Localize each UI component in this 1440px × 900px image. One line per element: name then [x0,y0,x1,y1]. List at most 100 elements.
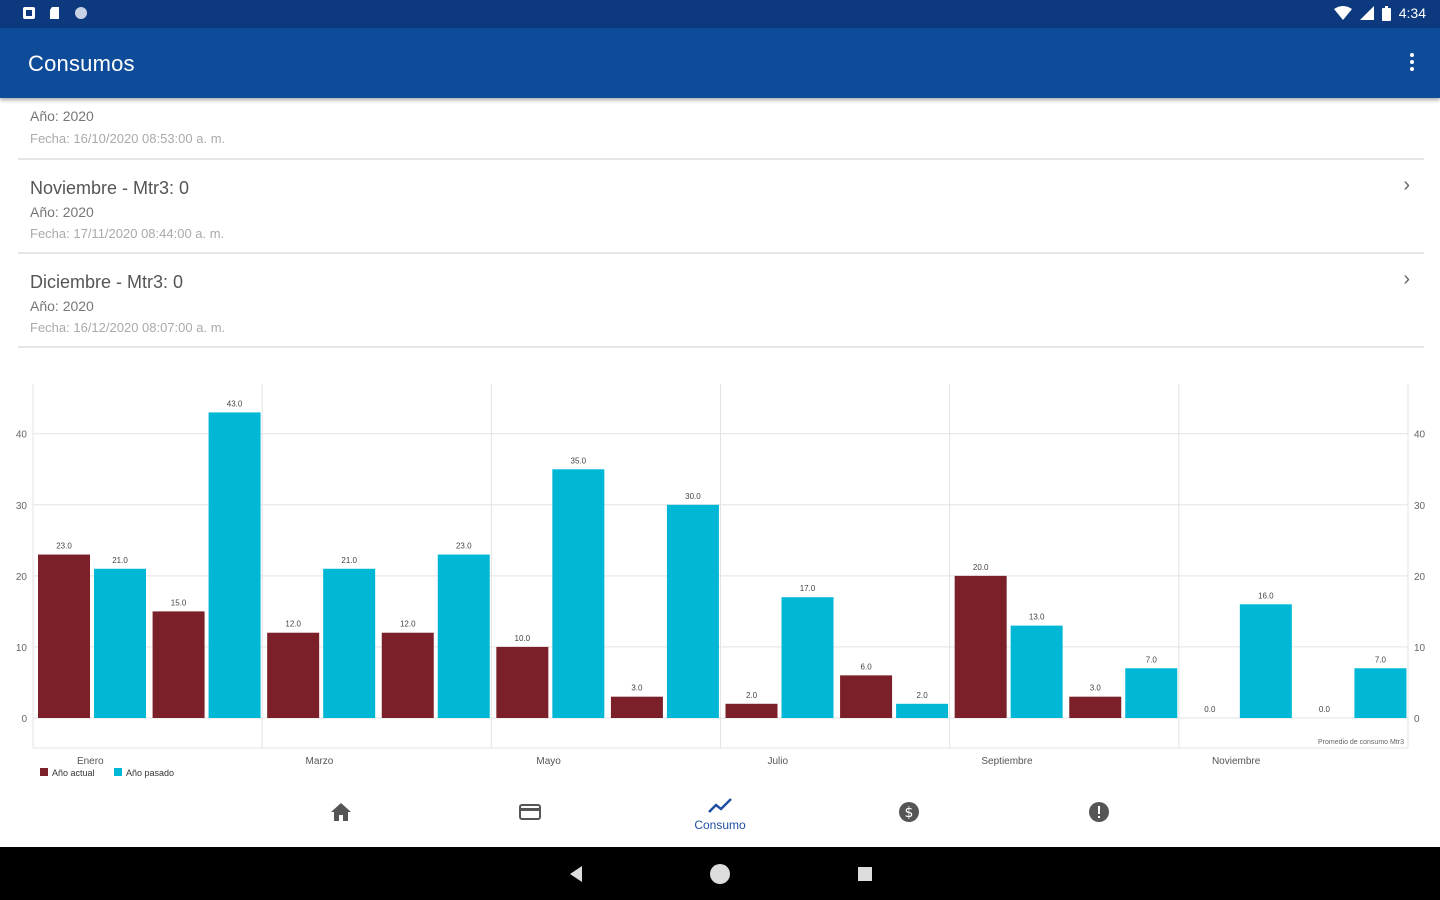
data-label: 13.0 [1029,613,1045,622]
bar-current-year [725,703,778,718]
chart-annotation: Promedio de consumo Mtr3 [1318,739,1404,746]
consumption-chart: 0 0 10 10 20 20 30 30 40 40 23.0 21.0 15.0 43.0 12.0 21… [0,370,1440,790]
x-tick-label: Septiembre [981,756,1033,767]
list-item-year: Año: 2020 [30,108,94,124]
legend-swatch [40,768,48,776]
bar-previous-year [1010,625,1063,718]
home-button-icon[interactable] [707,861,733,887]
sd-card-icon [50,7,59,19]
y-tick-label-right: 20 [1414,572,1426,583]
page-title: Consumos [28,51,135,76]
x-tick-label: Enero [77,756,104,767]
bar-current-year [267,632,320,718]
bar-chart: 0 0 10 10 20 20 30 30 40 40 23.0 21.0 15.0 43.0 12.0 21… [16,384,1426,778]
y-tick-label-right: 30 [1414,501,1426,512]
x-tick-label: Julio [768,756,789,767]
recents-icon[interactable] [852,861,878,887]
trending-up-icon [708,798,732,813]
x-tick-label: Marzo [306,756,334,767]
bar-current-year [840,675,893,718]
dollar-coin-icon: $ [899,802,919,822]
bar-current-year [496,646,549,718]
data-label: 6.0 [861,662,873,671]
data-label: 35.0 [571,456,587,465]
nav-consumo-label: Consumo [694,818,746,832]
bar-previous-year [94,568,146,718]
list-item-year: Año: 2020 [30,204,94,220]
y-tick-label-right: 0 [1414,714,1420,725]
bottom-navigation: Consumo $ [0,784,1440,847]
x-tick-label: Noviembre [1212,756,1261,767]
legend-swatch [114,768,122,776]
data-label: 12.0 [400,620,416,629]
nav-payments[interactable]: $ [879,800,939,840]
bar-current-year [954,575,1007,718]
list-item-date: Fecha: 17/11/2020 08:44:00 a. m. [30,226,225,241]
bar-previous-year [666,504,719,718]
bar-current-year [1069,696,1122,718]
data-label: 20.0 [973,563,989,572]
home-icon [331,803,351,821]
y-tick-label: 30 [16,501,28,512]
list-item[interactable]: Diciembre - Mtr3: 0 Año: 2020 Fecha: 16/… [18,254,1424,348]
y-tick-label: 20 [16,572,28,583]
system-status: 4:34 [1333,5,1426,21]
data-label: 2.0 [746,691,758,700]
y-tick-label-right: 40 [1414,430,1426,441]
svg-text:$: $ [905,805,914,821]
data-label: 43.0 [227,399,243,408]
y-tick-label: 0 [21,714,27,725]
nav-alerts[interactable] [1069,800,1129,840]
data-label: 7.0 [1146,655,1158,664]
data-label: 21.0 [112,556,128,565]
bar-current-year [38,554,90,718]
chevron-right-icon: › [1403,174,1410,196]
list-item-date: Fecha: 16/12/2020 08:07:00 a. m. [30,320,226,335]
data-label: 10.0 [515,634,531,643]
bar-previous-year [781,597,834,718]
bar-previous-year [437,554,490,718]
list-item-date: Fecha: 16/10/2020 08:53:00 a. m. [30,131,226,146]
data-label: 0.0 [1319,705,1331,714]
system-navigation-bar [0,847,1440,900]
back-icon[interactable] [563,861,589,887]
data-label: 7.0 [1375,655,1387,664]
data-label: 15.0 [171,598,187,607]
y-tick-label: 40 [16,430,28,441]
consumption-list: Año: 2020 Fecha: 16/10/2020 08:53:00 a. … [18,98,1424,348]
bar-current-year [381,632,434,718]
bar-current-year [152,611,205,718]
data-label: 12.0 [285,620,301,629]
data-label: 3.0 [1090,684,1102,693]
x-tick-label: Mayo [536,756,561,767]
data-label: 2.0 [917,691,929,700]
legend-label: Año actual [52,768,95,778]
clock-time: 4:34 [1398,5,1426,21]
alert-icon [1089,802,1109,822]
list-item[interactable]: Año: 2020 Fecha: 16/10/2020 08:53:00 a. … [18,98,1424,160]
data-label: 23.0 [456,542,472,551]
app-bar: Consumos [0,28,1440,98]
y-tick-label-right: 10 [1414,643,1426,654]
wifi-icon [1333,6,1352,20]
data-label: 30.0 [685,492,701,501]
status-bar: 4:34 [0,0,1440,28]
legend-label: Año pasado [126,768,174,778]
bar-previous-year [208,412,261,718]
nav-card[interactable] [500,800,560,840]
bar-current-year [610,696,663,718]
signal-icon [1359,6,1374,20]
data-label: 3.0 [631,684,643,693]
bar-previous-year [1354,668,1407,718]
y-tick-label: 10 [16,643,28,654]
notification-icon [23,7,35,19]
data-label: 23.0 [56,542,72,551]
nav-consumo[interactable]: Consumo [690,796,750,836]
data-label: 0.0 [1204,705,1216,714]
nav-home[interactable] [311,800,371,840]
overflow-menu-icon[interactable] [1402,50,1422,78]
data-label: 21.0 [341,556,357,565]
data-label: 16.0 [1258,591,1274,600]
battery-icon [1381,5,1391,21]
list-item[interactable]: Noviembre - Mtr3: 0 Año: 2020 Fecha: 17/… [18,160,1424,254]
